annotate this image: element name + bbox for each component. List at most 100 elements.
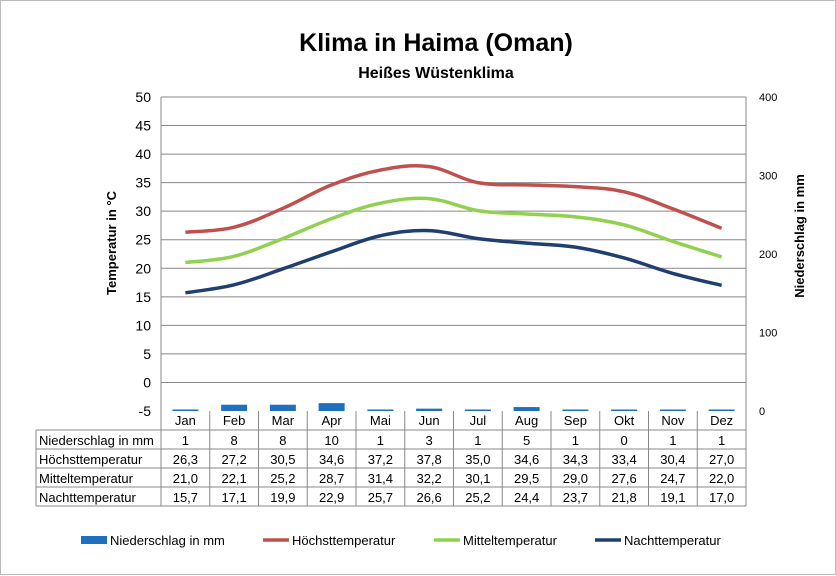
y-tick-left: 50 xyxy=(135,89,151,105)
precip-bar-Nov xyxy=(660,410,686,412)
table-cell: 21,8 xyxy=(611,490,636,505)
table-cell: 1 xyxy=(572,433,579,448)
table-cell: 22,0 xyxy=(709,471,734,486)
table-row-header: Mitteltemperatur xyxy=(39,471,134,486)
precip-bar-Mar xyxy=(270,405,296,411)
x-tick-label: Mar xyxy=(272,413,295,428)
precip-bar-Jan xyxy=(172,410,198,412)
table-cell: 24,4 xyxy=(514,490,539,505)
y-tick-left: 30 xyxy=(135,203,151,219)
y-tick-left: 0 xyxy=(143,374,151,390)
legend-item: Höchsttemperatur xyxy=(292,533,396,548)
table-cell: 19,9 xyxy=(270,490,295,505)
table-cell: 31,4 xyxy=(368,471,393,486)
table-cell: 1 xyxy=(182,433,189,448)
table-cell: 8 xyxy=(279,433,286,448)
precip-bar-Dez xyxy=(709,410,735,412)
table-cell: 27,0 xyxy=(709,452,734,467)
table-cell: 26,3 xyxy=(173,452,198,467)
precip-bar-Apr xyxy=(319,403,345,411)
y-tick-right: 0 xyxy=(759,406,765,418)
table-row-header: Höchsttemperatur xyxy=(39,452,143,467)
table-cell: 3 xyxy=(426,433,433,448)
precip-bar-Feb xyxy=(221,405,247,411)
x-tick-label: Mai xyxy=(370,413,391,428)
table-cell: 17,0 xyxy=(709,490,734,505)
table-cell: 17,1 xyxy=(221,490,246,505)
table-cell: 8 xyxy=(231,433,238,448)
precip-bar-Okt xyxy=(611,410,637,412)
x-tick-label: Feb xyxy=(223,413,245,428)
table-cell: 15,7 xyxy=(173,490,198,505)
table-cell: 1 xyxy=(669,433,676,448)
legend-item: Mitteltemperatur xyxy=(463,533,558,548)
legend-item: Nachttemperatur xyxy=(624,533,721,548)
table-cell: 25,2 xyxy=(270,471,295,486)
table-cell: 22,9 xyxy=(319,490,344,505)
x-tick-label: Apr xyxy=(322,413,343,428)
table-cell: 5 xyxy=(523,433,530,448)
x-tick-label: Nov xyxy=(661,413,685,428)
y-tick-right: 400 xyxy=(759,92,777,104)
table-cell: 28,7 xyxy=(319,471,344,486)
table-cell: 30,1 xyxy=(465,471,490,486)
y-tick-left: 35 xyxy=(135,175,151,191)
table-cell: 25,7 xyxy=(368,490,393,505)
table-cell: 1 xyxy=(377,433,384,448)
table-cell: 32,2 xyxy=(416,471,441,486)
table-cell: 19,1 xyxy=(660,490,685,505)
table-cell: 34,6 xyxy=(514,452,539,467)
y-tick-left: 45 xyxy=(135,118,151,134)
table-cell: 24,7 xyxy=(660,471,685,486)
chart-title: Klima in Haima (Oman) xyxy=(299,29,573,57)
y-axis-left-label: Temperatur in °C xyxy=(104,190,119,295)
y-tick-left: 25 xyxy=(135,232,151,248)
table-cell: 25,2 xyxy=(465,490,490,505)
y-tick-left: 40 xyxy=(135,146,151,162)
table-cell: 30,4 xyxy=(660,452,685,467)
table-cell: 34,3 xyxy=(563,452,588,467)
table-cell: 27,2 xyxy=(221,452,246,467)
table-row-header: Niederschlag in mm xyxy=(39,433,154,448)
y-tick-left: 5 xyxy=(143,346,151,362)
table-cell: 21,0 xyxy=(173,471,198,486)
table-cell: 33,4 xyxy=(611,452,636,467)
precip-bar-Jun xyxy=(416,409,442,411)
table-cell: 37,2 xyxy=(368,452,393,467)
table-cell: 27,6 xyxy=(611,471,636,486)
precip-bar-Mai xyxy=(367,410,393,412)
table-cell: 26,6 xyxy=(416,490,441,505)
table-cell: 29,0 xyxy=(563,471,588,486)
table-row-header: Nachttemperatur xyxy=(39,490,136,505)
table-cell: 37,8 xyxy=(416,452,441,467)
table-cell: 10 xyxy=(324,433,338,448)
x-tick-label: Jul xyxy=(470,413,487,428)
y-tick-left: 10 xyxy=(135,317,151,333)
precip-bar-Jul xyxy=(465,410,491,412)
table-cell: 0 xyxy=(621,433,628,448)
x-tick-label: Aug xyxy=(515,413,538,428)
legend-swatch xyxy=(81,536,107,544)
y-tick-left: -5 xyxy=(139,403,152,419)
x-tick-label: Jan xyxy=(175,413,196,428)
precip-bar-Aug xyxy=(514,407,540,411)
table-cell: 34,6 xyxy=(319,452,344,467)
x-tick-label: Okt xyxy=(614,413,635,428)
y-tick-left: 20 xyxy=(135,260,151,276)
table-cell: 29,5 xyxy=(514,471,539,486)
y-tick-right: 200 xyxy=(759,249,777,261)
table-cell: 23,7 xyxy=(563,490,588,505)
y-tick-right: 100 xyxy=(759,328,777,340)
y-axis-right-label: Niederschlag in mm xyxy=(792,174,807,298)
x-tick-label: Sep xyxy=(564,413,587,428)
x-tick-label: Dez xyxy=(710,413,733,428)
table-cell: 1 xyxy=(474,433,481,448)
precip-bar-Sep xyxy=(562,410,588,412)
table-cell: 35,0 xyxy=(465,452,490,467)
chart-subtitle: Heißes Wüstenklima xyxy=(358,65,514,82)
line-Mitteltemperatur xyxy=(185,198,721,262)
y-tick-right: 300 xyxy=(759,171,777,183)
line-Höchsttemperatur xyxy=(185,166,721,233)
table-cell: 30,5 xyxy=(270,452,295,467)
